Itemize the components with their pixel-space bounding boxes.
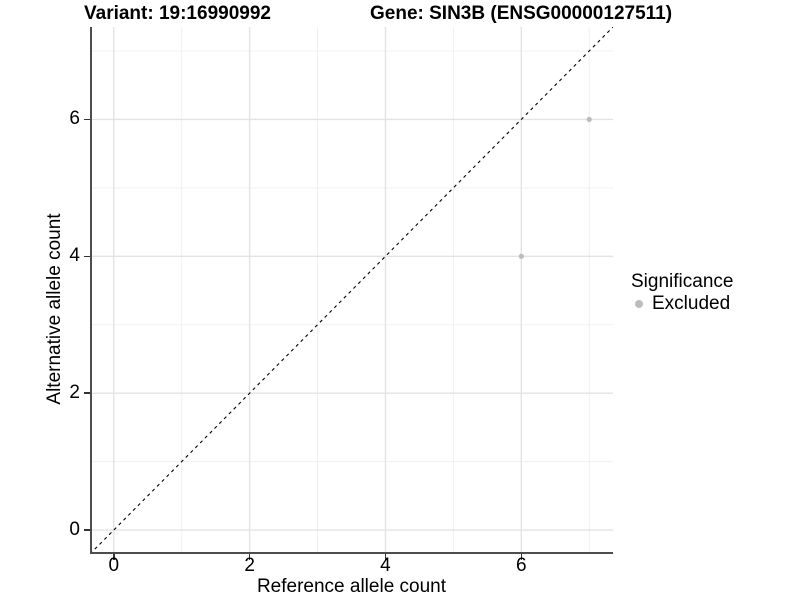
legend-title: Significance: [631, 271, 734, 292]
legend-item-label: Excluded: [652, 293, 731, 314]
y-tick-mark: [84, 392, 90, 394]
x-tick-mark: [384, 554, 387, 560]
legend-item-excluded: Excluded: [631, 294, 733, 314]
x-tick-mark: [520, 554, 523, 560]
x-tick-label: 2: [244, 555, 255, 576]
variant-title: Variant: 19:16990992: [84, 3, 271, 24]
excluded-point-icon: [635, 300, 643, 308]
y-tick-mark: [84, 529, 90, 531]
y-axis-title: Alternative allele count: [44, 213, 65, 405]
y-tick-label: 2: [69, 382, 80, 404]
y-tick-label: 4: [69, 245, 80, 267]
plot-panel-canvas: [90, 27, 613, 554]
x-tick-mark: [113, 554, 115, 560]
y-tick-label: 0: [69, 519, 80, 541]
plot-panel: [90, 27, 613, 554]
x-tick-label: 4: [380, 555, 391, 576]
x-tick-mark: [248, 554, 251, 560]
y-tick-mark: [84, 118, 90, 121]
legend: Significance Excluded: [631, 271, 733, 314]
y-tick-mark: [84, 255, 90, 258]
y-tick-label: 6: [69, 108, 80, 130]
gene-title: Gene: SIN3B (ENSG00000127511): [370, 3, 673, 24]
x-tick-label: 0: [108, 555, 120, 576]
x-tick-label: 6: [516, 555, 527, 576]
x-axis-title: Reference allele count: [256, 576, 447, 597]
